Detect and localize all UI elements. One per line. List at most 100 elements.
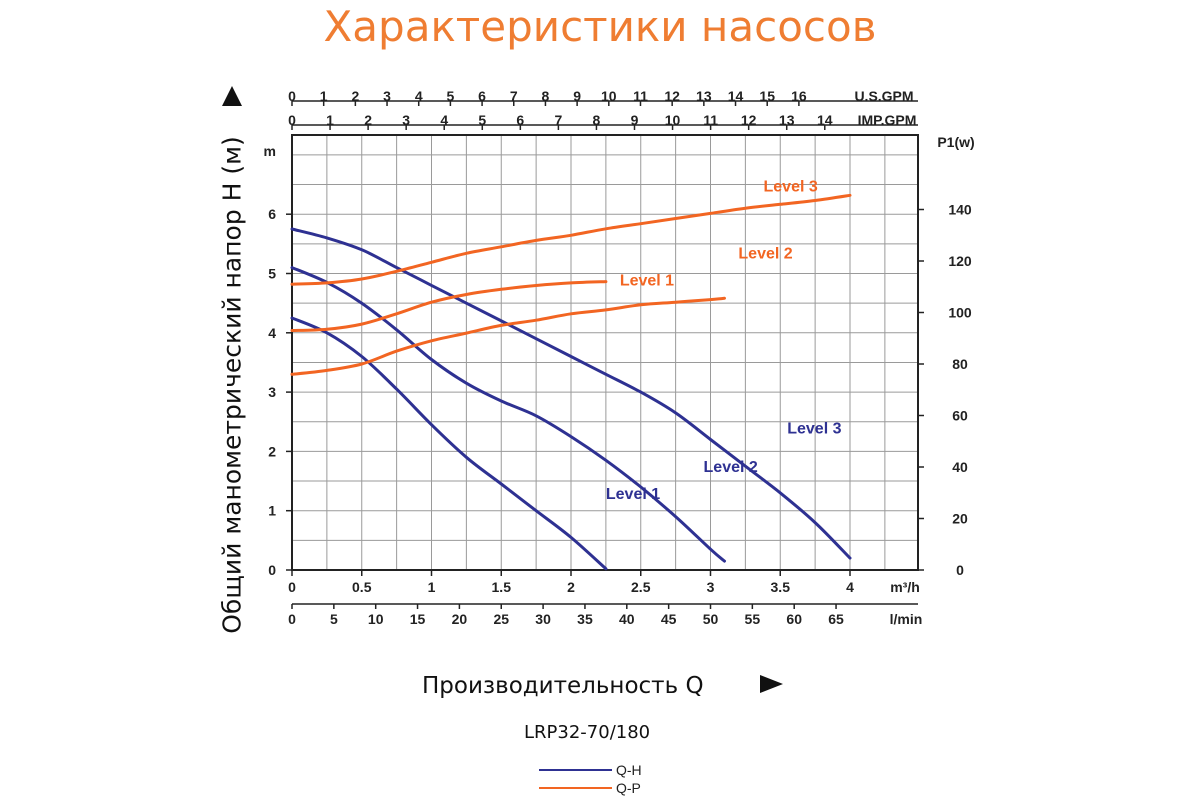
- y-right-tick-label: 120: [948, 253, 972, 269]
- x-tick-label-m3h: 0: [288, 579, 296, 595]
- x-tick-label-impgpm: 2: [364, 112, 372, 128]
- x-tick-label-impgpm: 8: [593, 112, 601, 128]
- legend: Q-H Q-P: [539, 762, 642, 796]
- x-tick-label-m3h: 3: [707, 579, 715, 595]
- y-right-tick-label: 80: [952, 356, 968, 372]
- x-tick-label-impgpm: 11: [703, 112, 718, 128]
- power-curve-label-level-1: Level 1: [620, 272, 674, 289]
- x-tick-label-impgpm: 0: [288, 112, 296, 128]
- x-tick-label-impgpm: 4: [440, 112, 448, 128]
- arrow-right-icon: [760, 675, 783, 693]
- x-unit-impgpm: IMP.GPM: [858, 112, 917, 128]
- tick-layer: 0 0.5 1 1.5 2 2.5 3 3.5 4 m³/h0 5 10 15 20 25 30 35 40 45 5…: [264, 88, 975, 627]
- x-tick-label-m3h: 0.5: [352, 579, 372, 595]
- x-tick-label-lmin: 15: [410, 611, 426, 627]
- x-tick-label-usgpm: 2: [351, 88, 359, 104]
- y-right-tick-label: 40: [952, 459, 968, 475]
- x-tick-label-lmin: 55: [745, 611, 761, 627]
- x-tick-label-impgpm: 5: [478, 112, 486, 128]
- x-tick-label-usgpm: 9: [573, 88, 581, 104]
- x-tick-label-lmin: 20: [452, 611, 468, 627]
- arrow-up-icon: [222, 86, 242, 106]
- x-tick-label-usgpm: 1: [320, 88, 328, 104]
- power-curve-level-1: [290, 280, 608, 332]
- x-tick-label-usgpm: 3: [383, 88, 391, 104]
- x-tick-label-m3h: 2.5: [631, 579, 651, 595]
- x-tick-label-lmin: 45: [661, 611, 677, 627]
- x-tick-label-lmin: 0: [288, 611, 296, 627]
- plot-frame: [291, 100, 919, 605]
- x-tick-label-impgpm: 1: [326, 112, 334, 128]
- y-left-tick-label: 1: [268, 503, 276, 519]
- x-tick-label-usgpm: 6: [478, 88, 486, 104]
- x-tick-label-usgpm: 10: [601, 88, 617, 104]
- x-tick-label-impgpm: 14: [817, 112, 833, 128]
- x-tick-label-usgpm: 11: [633, 88, 648, 104]
- y-left-unit: m: [264, 143, 276, 159]
- x-tick-label-lmin: 50: [703, 611, 719, 627]
- series-layer: [290, 193, 852, 571]
- legend-label-q-h: Q-H: [616, 762, 642, 778]
- legend-label-q-p: Q-P: [616, 780, 641, 796]
- y-left-tick-label: 2: [268, 443, 276, 459]
- x-tick-label-impgpm: 10: [665, 112, 681, 128]
- power-curve-label-level-3: Level 3: [764, 178, 818, 195]
- x-tick-label-lmin: 5: [330, 611, 338, 627]
- x-unit-usgpm: U.S.GPM: [854, 88, 913, 104]
- y-right-tick-label: 0: [956, 562, 964, 578]
- x-tick-label-usgpm: 15: [759, 88, 775, 104]
- x-axis-title: Производительность Q: [422, 673, 704, 699]
- x-tick-label-lmin: 10: [368, 611, 384, 627]
- x-tick-label-m3h: 3.5: [771, 579, 791, 595]
- y-left-tick-label: 0: [268, 562, 276, 578]
- x-tick-label-usgpm: 16: [791, 88, 807, 104]
- x-tick-label-lmin: 40: [619, 611, 635, 627]
- series-label-layer: Level 1 Level 2 Level 3 Level 1 Level 2 Level…: [606, 178, 842, 502]
- x-tick-label-usgpm: 14: [728, 88, 744, 104]
- x-tick-label-lmin: 25: [493, 611, 509, 627]
- x-tick-label-lmin: 65: [828, 611, 844, 627]
- model-name: LRP32-70/180: [524, 722, 651, 743]
- x-tick-label-usgpm: 13: [696, 88, 712, 104]
- x-unit-lmin: l/min: [890, 611, 923, 627]
- x-tick-label-usgpm: 7: [510, 88, 518, 104]
- y-left-tick-label: 5: [268, 266, 276, 282]
- y-right-tick-label: 100: [948, 305, 972, 321]
- page-title: Характеристики насосов: [323, 2, 877, 51]
- head-curve-level-3: [290, 227, 852, 560]
- grid-layer: [292, 135, 918, 570]
- x-tick-label-impgpm: 3: [402, 112, 410, 128]
- y-right-tick-label: 20: [952, 511, 968, 527]
- x-tick-label-usgpm: 4: [415, 88, 423, 104]
- x-tick-label-usgpm: 0: [288, 88, 296, 104]
- y-left-tick-label: 3: [268, 384, 276, 400]
- x-tick-label-m3h: 1.5: [492, 579, 512, 595]
- head-curve-level-1: [290, 316, 608, 571]
- power-curve-level-3: [290, 193, 852, 286]
- x-tick-label-lmin: 35: [577, 611, 593, 627]
- x-tick-label-m3h: 4: [846, 579, 854, 595]
- x-tick-label-impgpm: 7: [554, 112, 562, 128]
- y-right-unit: P1(w): [937, 134, 974, 150]
- x-tick-label-impgpm: 13: [779, 112, 795, 128]
- y-left-tick-label: 6: [268, 206, 276, 222]
- x-tick-label-usgpm: 12: [664, 88, 680, 104]
- x-tick-label-impgpm: 9: [631, 112, 639, 128]
- x-tick-label-m3h: 1: [428, 579, 436, 595]
- x-tick-label-lmin: 60: [786, 611, 802, 627]
- head-curve-level-2: [290, 266, 726, 563]
- power-curve-level-2: [290, 296, 726, 376]
- x-tick-label-usgpm: 5: [447, 88, 455, 104]
- head-curve-label-level-1: Level 1: [606, 486, 660, 503]
- x-tick-label-lmin: 30: [535, 611, 551, 627]
- x-tick-label-impgpm: 6: [516, 112, 524, 128]
- x-unit-m3h: m³/h: [890, 579, 920, 595]
- y-left-tick-label: 4: [268, 325, 276, 341]
- x-tick-label-usgpm: 8: [542, 88, 550, 104]
- axis-arrows: [222, 86, 783, 693]
- head-curve-label-level-2: Level 2: [704, 459, 758, 476]
- y-right-tick-label: 140: [948, 202, 972, 218]
- head-curve-label-level-3: Level 3: [787, 421, 841, 438]
- x-tick-label-m3h: 2: [567, 579, 575, 595]
